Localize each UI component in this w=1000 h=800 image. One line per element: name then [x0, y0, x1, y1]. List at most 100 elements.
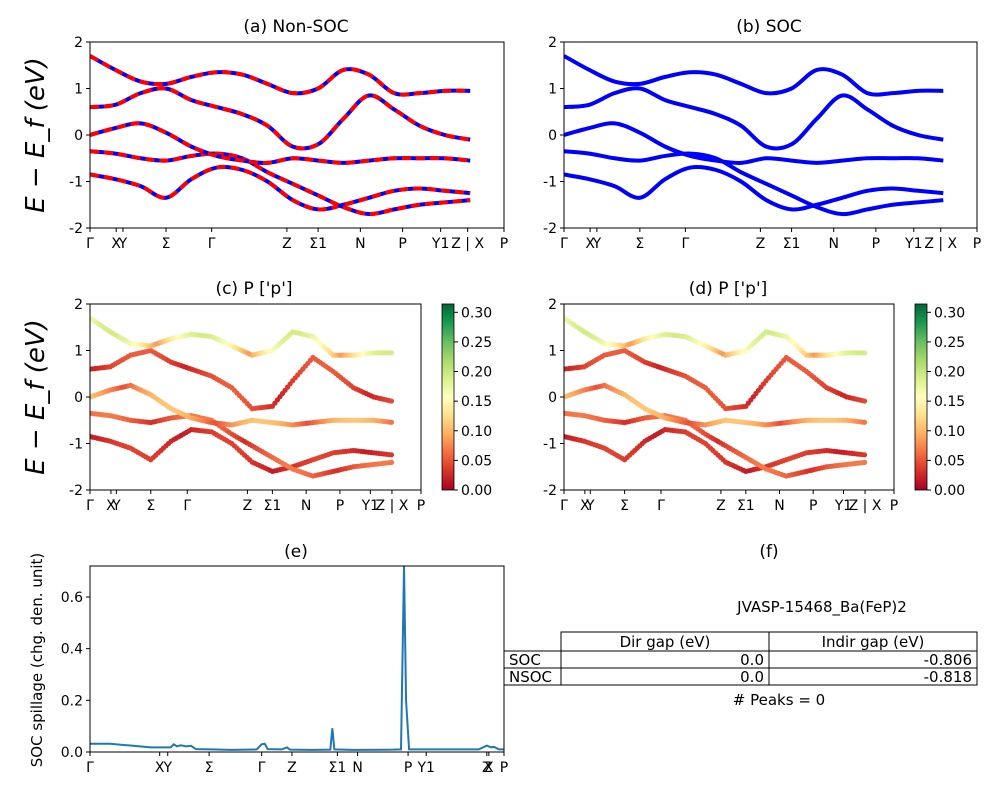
y-tick-label: 1	[548, 344, 557, 360]
peaks-count: # Peaks = 0	[733, 691, 825, 709]
x-tick-label: Σ1	[737, 498, 755, 514]
y-tick-label: 2	[548, 35, 557, 51]
projection-dot	[388, 459, 395, 465]
y-tick-label: -2	[543, 483, 557, 499]
x-tick-label: Σ	[146, 498, 155, 514]
x-tick-label: X	[484, 760, 494, 776]
y-tick-label: 0	[74, 128, 83, 144]
x-tick-label: Σ1	[783, 236, 801, 252]
row-label-nsoc: NSOC	[509, 668, 552, 686]
soc-indir-gap: -0.806	[924, 651, 972, 669]
panel-b: (b) SOC -2 -1 0 1 2 Γ XY Σ Γ Z Σ1 N P Y1 Z | X P	[543, 17, 981, 252]
x-tick-label: P	[336, 498, 344, 514]
colorbar-tick-label: 0.30	[934, 305, 965, 321]
projection-dot	[388, 452, 395, 458]
table-cell	[768, 667, 978, 686]
table-cell	[560, 650, 770, 669]
x-tick-label: Y	[118, 236, 128, 252]
x-tick-label: Σ1	[329, 760, 347, 776]
y-tick-label: 0.2	[61, 693, 83, 709]
ylabel-middle: E − E_f (eV)	[21, 319, 51, 475]
x-tick-label: Z | X	[376, 498, 409, 514]
x-tick-label: Σ	[162, 236, 171, 252]
x-tick-label: N	[828, 236, 838, 252]
x-tick-label: Γ	[86, 236, 94, 252]
colorbar	[914, 303, 928, 491]
gap-table: Dir gap (eV) Indir gap (eV) SOC 0.0 -0.8…	[503, 631, 978, 686]
y-tick-label: 1	[74, 344, 83, 360]
x-tick-label: P	[872, 236, 880, 252]
colorbar-tick-label: 0.10	[461, 424, 492, 440]
y-tick-label: -1	[543, 175, 557, 191]
x-tick-label: X	[155, 760, 165, 776]
x-tick-label: Γ	[560, 498, 568, 514]
row-label-soc: SOC	[509, 651, 541, 669]
x-tick-label: X	[585, 236, 595, 252]
y-tick-label: -1	[69, 437, 83, 453]
colorbar-tick-label: 0.30	[461, 305, 492, 321]
band-line	[564, 149, 944, 217]
plot-a: -2 -1 0 1 2 Γ XY Σ Γ Z Σ1 N P Y1 Z | X P	[69, 35, 508, 252]
band-line	[564, 86, 944, 151]
colorbar-tick-label: 0.00	[934, 483, 965, 499]
band-line	[564, 121, 944, 165]
x-tick-label: Σ	[205, 760, 214, 776]
colorbar-tick-label: 0.25	[934, 335, 965, 351]
x-tick-label: Z | X	[451, 236, 484, 252]
x-tick-label: Σ	[620, 498, 629, 514]
x-tick-label: Γ	[86, 498, 94, 514]
projection-dot	[388, 350, 395, 356]
y-tick-label: 1	[74, 82, 83, 98]
x-tick-label: Y1	[834, 498, 852, 514]
panel-c-title: (c) P ['p']	[215, 279, 292, 299]
axes-frame	[89, 565, 505, 753]
band-lines	[90, 54, 471, 217]
x-tick-label: Γ	[657, 498, 665, 514]
x-tick-label: Z	[716, 498, 726, 514]
x-tick-label: Y1	[431, 236, 449, 252]
x-tick-label: X	[111, 236, 121, 252]
panel-a: (a) Non-SOC -2 -1 0 1 2 Γ XY Σ Γ Z Σ1 N P Y1 Z | X P	[69, 17, 508, 252]
y-tick-label: 2	[548, 297, 557, 313]
band-line	[564, 164, 944, 212]
band-line	[90, 121, 471, 165]
projection-dot	[861, 419, 868, 425]
band-line	[90, 86, 471, 151]
x-tick-label: Z | X	[924, 236, 957, 252]
nsoc-dir-gap: 0.0	[740, 668, 764, 686]
colorbar-tick-label: 0.25	[461, 335, 492, 351]
x-tick-label: N	[355, 236, 365, 252]
y-tick-label: 0	[548, 128, 557, 144]
x-tick-label: Γ	[183, 498, 191, 514]
x-tick-label: P	[500, 236, 508, 252]
y-tick-label: 0.6	[61, 590, 83, 606]
band-lines	[564, 54, 944, 217]
x-tick-label: Γ	[208, 236, 216, 252]
spillage-ylabel: SOC spillage (chg. den. unit)	[28, 553, 46, 768]
y-tick-label: -2	[69, 221, 83, 237]
colorbar-tick-label: 0.15	[461, 394, 492, 410]
nsoc-indir-gap: -0.818	[924, 668, 972, 686]
panel-f-title: (f)	[759, 542, 778, 562]
x-tick-label: N	[301, 498, 311, 514]
col-header-indir: Indir gap (eV)	[822, 633, 925, 651]
x-tick-label: P	[404, 760, 412, 776]
panel-f: (f) JVASP-15468_Ba(FeP)2 Dir gap (eV) In…	[503, 542, 978, 709]
x-tick-label: X	[580, 498, 590, 514]
panel-a-title: (a) Non-SOC	[243, 17, 348, 37]
colorbar-tick-label: 0.05	[934, 453, 965, 469]
x-tick-label: Z	[282, 236, 292, 252]
x-tick-label: Z	[756, 236, 766, 252]
projection-dots	[90, 315, 395, 479]
x-tick-label: P	[500, 760, 508, 776]
table-cell	[560, 667, 770, 686]
y-tick-label: 2	[74, 35, 83, 51]
colorbar-tick-label: 0.15	[934, 394, 965, 410]
band-line	[90, 86, 471, 151]
x-tick-label: Y	[592, 236, 602, 252]
y-tick-label: -1	[543, 437, 557, 453]
x-tick-label: Γ	[86, 760, 94, 776]
x-tick-label: Γ	[258, 760, 266, 776]
